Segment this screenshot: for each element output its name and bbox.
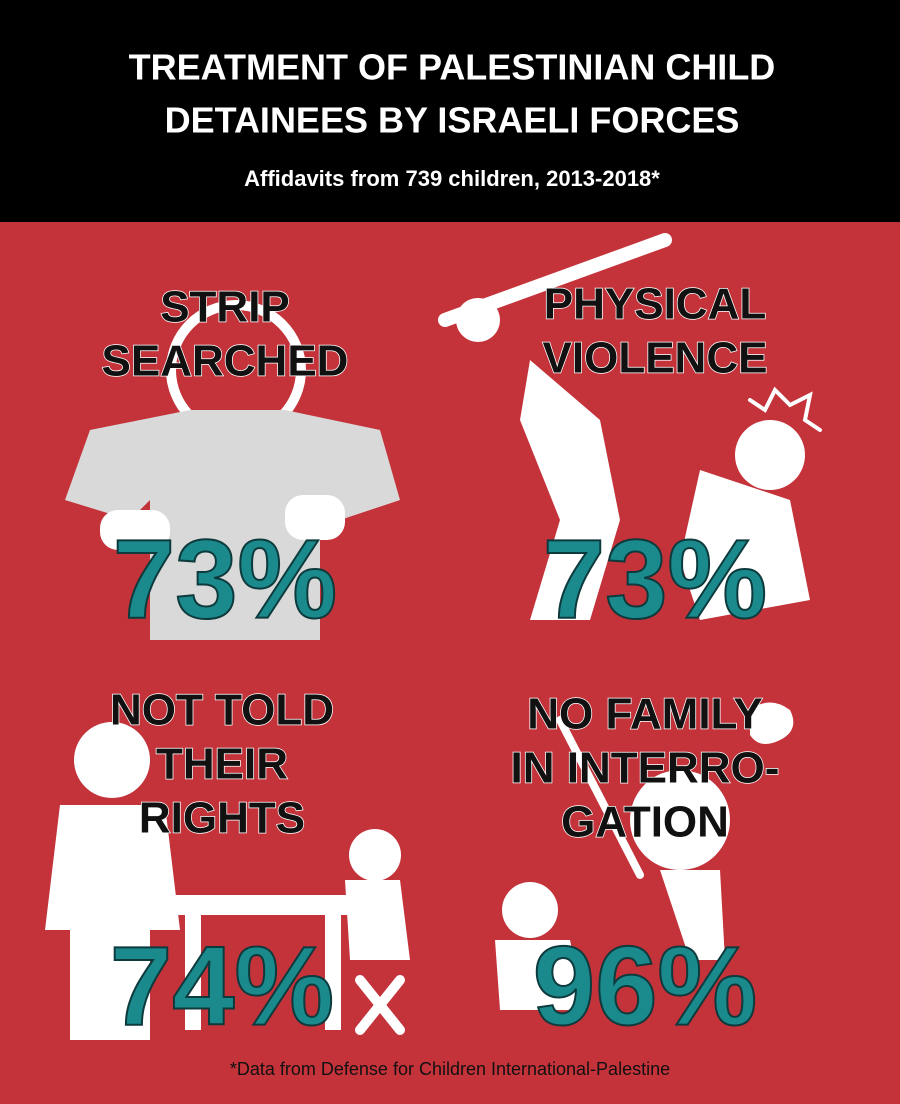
title-line: DETAINEES BY ISRAELI FORCES xyxy=(165,100,740,141)
panel-value: 74% xyxy=(110,924,334,1049)
title-line: TREATMENT OF PALESTINIAN CHILD xyxy=(129,47,776,88)
icon-rights xyxy=(45,722,410,1040)
panel-label: IN INTERRO- xyxy=(511,744,780,793)
footer: *Data from Defense for Children Internat… xyxy=(230,1059,670,1079)
subtitle: Affidavits from 739 children, 2013-2018* xyxy=(244,166,660,191)
panels: STRIP SEARCHED 73% PHYSICAL VIOLENCE 73% NOT T… xyxy=(101,279,780,1050)
panel-value: 73% xyxy=(543,517,767,642)
panel-label: NO FAMILY xyxy=(527,690,763,739)
panel-label: NOT TOLD xyxy=(110,686,334,735)
panel-label: RIGHTS xyxy=(139,794,305,843)
panel-label: PHYSICAL xyxy=(544,280,766,329)
icon-strip-search xyxy=(65,300,400,640)
panel-label: GATION xyxy=(561,798,729,847)
panel-label: SEARCHED xyxy=(102,337,349,386)
panel-label: VIOLENCE xyxy=(543,334,768,383)
panel-label: STRIP xyxy=(160,283,290,332)
header-band xyxy=(0,0,900,222)
panel-label: THEIR xyxy=(156,740,288,789)
icon-no-family xyxy=(495,702,794,1010)
panel-value: 96% xyxy=(533,924,757,1049)
icon-violence xyxy=(438,233,822,620)
panel-value: 73% xyxy=(113,517,337,642)
